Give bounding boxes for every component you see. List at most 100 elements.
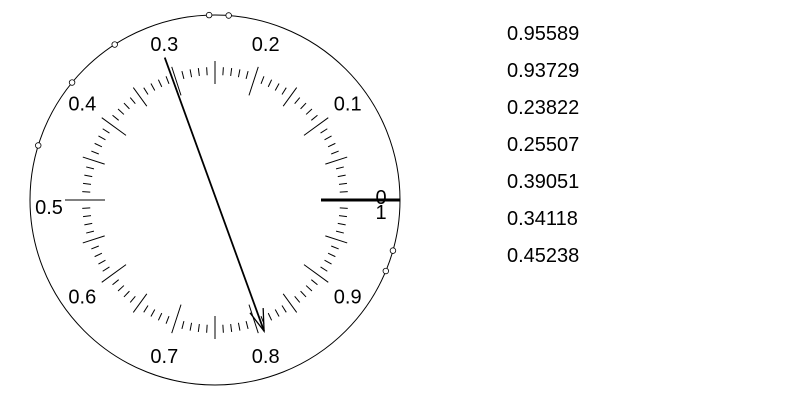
arrow-shaft bbox=[163, 57, 265, 332]
dial-tick bbox=[181, 320, 185, 329]
dial-tick bbox=[84, 174, 93, 178]
dial-scale-label: 0.7 bbox=[150, 346, 178, 368]
dial-tick bbox=[112, 114, 120, 121]
arrow-head bbox=[249, 308, 265, 334]
value-item: 0.23822 bbox=[507, 97, 580, 119]
dial-tick bbox=[339, 207, 348, 209]
dial-scale-label: 0.6 bbox=[68, 286, 96, 308]
dial-tick bbox=[274, 83, 280, 91]
dial-tick bbox=[117, 108, 125, 115]
dial-tick bbox=[335, 166, 344, 170]
dial-tick bbox=[157, 312, 163, 321]
dial-tick bbox=[281, 305, 287, 313]
dial-tick bbox=[181, 71, 185, 80]
dial-tick bbox=[337, 222, 346, 226]
dial-tick bbox=[86, 166, 95, 170]
dial-tick bbox=[294, 97, 301, 105]
dial-tick bbox=[339, 191, 348, 193]
dial-tick bbox=[300, 290, 307, 298]
dial-tick bbox=[165, 76, 170, 84]
dial-tick bbox=[82, 207, 91, 209]
dial-tick bbox=[260, 76, 265, 84]
dial-scale-label: 0 bbox=[375, 187, 386, 209]
data-point-marker bbox=[111, 41, 118, 48]
dial-tick bbox=[94, 252, 103, 258]
dial-tick bbox=[325, 156, 348, 165]
dial-tick bbox=[123, 290, 130, 298]
dial-tick bbox=[123, 102, 130, 110]
dial-tick bbox=[335, 230, 344, 234]
dial-scale-labels: 0 0.1 0.2 0.3 0.4 0.5 0.6 0.7 0.8 0.9 1 bbox=[35, 34, 386, 368]
dial-tick bbox=[189, 69, 193, 78]
dial-tick bbox=[86, 230, 95, 234]
dial-tick bbox=[206, 324, 208, 333]
dial-tick bbox=[101, 117, 127, 136]
data-point-marker bbox=[35, 142, 42, 149]
dial-tick bbox=[171, 66, 182, 96]
dial-tick bbox=[310, 114, 318, 121]
dial-tick bbox=[150, 309, 156, 317]
dial-tick bbox=[82, 182, 92, 185]
dial-tick bbox=[338, 215, 348, 218]
dial-tick bbox=[102, 128, 110, 134]
dial-tick bbox=[237, 322, 241, 331]
dial-tick bbox=[274, 309, 280, 317]
value-item: 0.95589 bbox=[507, 23, 580, 45]
dial-tick bbox=[267, 312, 273, 321]
dial-scale-label: 0.1 bbox=[334, 94, 362, 116]
dial-scale-label: 0.8 bbox=[252, 346, 280, 368]
dial-tick bbox=[282, 87, 298, 107]
dial-tick bbox=[245, 71, 249, 80]
dial-tick bbox=[331, 150, 339, 155]
value-item: 0.25507 bbox=[507, 134, 580, 156]
dial-scale-label: 0.9 bbox=[334, 286, 362, 308]
dial-tick bbox=[197, 67, 200, 77]
data-point-marker bbox=[389, 247, 397, 254]
data-point-marker bbox=[225, 12, 232, 19]
dial-tick bbox=[327, 142, 336, 148]
dial-tick bbox=[129, 295, 136, 303]
dial-tick bbox=[171, 304, 182, 334]
dial-tick bbox=[320, 128, 328, 134]
dial-tick bbox=[143, 305, 149, 313]
dial-tick bbox=[237, 69, 241, 78]
data-points bbox=[35, 11, 397, 275]
dial-tick bbox=[132, 87, 148, 107]
dial-scale-label: 0.3 bbox=[150, 34, 178, 56]
dial-tick bbox=[222, 67, 224, 76]
value-item: 0.93729 bbox=[507, 60, 580, 82]
dial-tick bbox=[324, 259, 332, 265]
dial-ticks bbox=[65, 61, 348, 339]
dial-tick bbox=[248, 304, 259, 334]
dial-tick bbox=[189, 322, 193, 331]
dial-tick bbox=[82, 215, 92, 218]
dial-tick bbox=[132, 293, 148, 313]
dial-tick bbox=[338, 182, 348, 185]
dial-tick bbox=[310, 279, 318, 286]
dial-tick bbox=[282, 293, 298, 313]
dial-tick bbox=[222, 324, 224, 333]
dial-tick bbox=[129, 97, 136, 105]
data-point-marker bbox=[205, 11, 213, 19]
dial-tick bbox=[150, 83, 156, 91]
dial-tick bbox=[117, 285, 125, 292]
dial-tick bbox=[197, 323, 200, 333]
dial-tick bbox=[82, 235, 105, 244]
dial-tick bbox=[112, 279, 120, 286]
dial-tick bbox=[294, 295, 301, 303]
dial-scale-label: 0.5 bbox=[35, 197, 63, 219]
dial-tick bbox=[305, 285, 313, 292]
dial-tick bbox=[94, 142, 103, 148]
dial-tick bbox=[300, 102, 307, 110]
circular-dial: 0 0.1 0.2 0.3 0.4 0.5 0.6 0.7 0.8 0.9 1 bbox=[29, 11, 401, 386]
dial-tick bbox=[325, 235, 348, 244]
dial-tick bbox=[84, 222, 93, 226]
value-item: 0.45238 bbox=[507, 245, 580, 267]
dial-tick bbox=[337, 174, 346, 178]
dial-tick bbox=[102, 266, 110, 272]
dial-tick bbox=[327, 252, 336, 258]
data-point-marker bbox=[68, 79, 76, 86]
dial-tick bbox=[98, 135, 106, 141]
dial-tick bbox=[267, 79, 273, 88]
dial-tick bbox=[98, 259, 106, 265]
